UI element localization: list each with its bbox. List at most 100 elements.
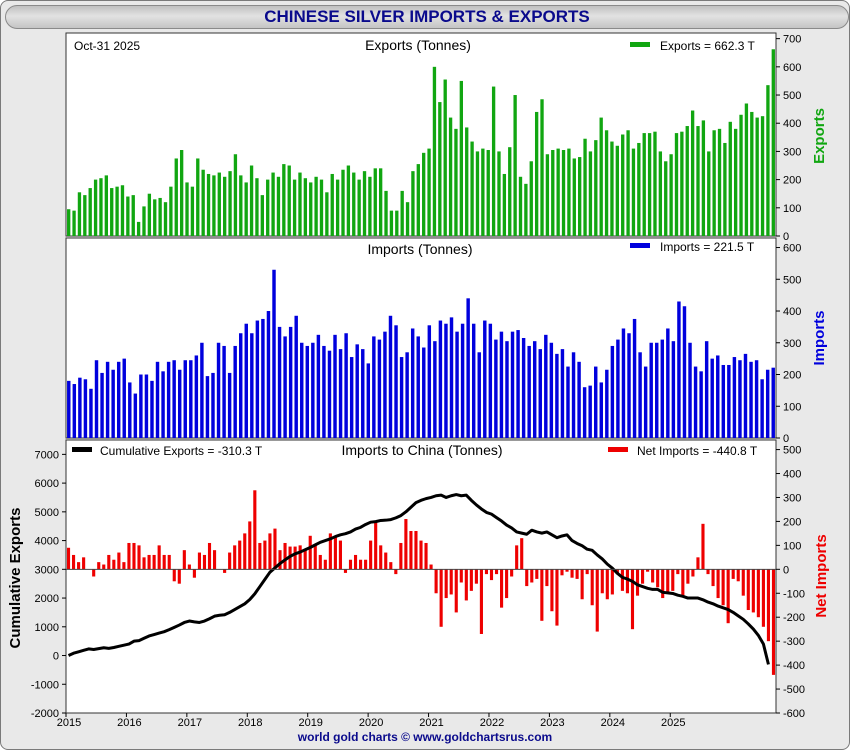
exports-bar (733, 128, 738, 236)
exports-bar (529, 161, 533, 236)
net-imports-bar (751, 569, 755, 613)
net-imports-bar (726, 569, 730, 624)
exports-bar (88, 188, 92, 236)
exports-bar (685, 126, 689, 236)
imports-bar (410, 328, 415, 438)
imports-bar (422, 347, 426, 438)
net-imports-bar (333, 535, 337, 570)
imports-bar (666, 328, 670, 438)
imports-bar (494, 339, 498, 438)
exports-bar (755, 117, 759, 236)
exports-bar (136, 221, 141, 236)
net-imports-bar (595, 569, 599, 632)
exports-bar (567, 148, 571, 236)
exports-bar (669, 154, 673, 236)
net-imports-bar (560, 569, 564, 576)
imports-bar (471, 323, 476, 438)
imports-bar (416, 336, 420, 438)
net-imports-bar (253, 490, 257, 570)
year-label: 2021 (419, 717, 443, 729)
exports-bar (626, 130, 630, 236)
exports-bar (389, 210, 394, 237)
net-imports-bar (474, 569, 478, 584)
net-imports-bar (746, 569, 750, 611)
exports-bar (110, 188, 114, 236)
imports-bar (588, 385, 592, 438)
imports-bar (721, 364, 726, 438)
exports-bar (239, 175, 243, 236)
imports-title: Imports (Tonnes) (367, 241, 472, 257)
net-imports-bar (600, 569, 604, 594)
exports-tick-label: 500 (783, 90, 801, 102)
net-imports-bar (666, 569, 670, 593)
net-imports-bar (736, 569, 740, 582)
exports-bar (147, 193, 152, 236)
net-imports-bar (268, 533, 272, 570)
exports-bar (432, 66, 437, 236)
net-imports-bar (71, 554, 76, 570)
exports-panel (65, 32, 777, 237)
exports-axis-title: Exports (811, 108, 828, 164)
net-imports-bar (409, 531, 413, 570)
cumulative-legend: Cumulative Exports = -310.3 T (100, 444, 263, 458)
imports-tick-label: 100 (783, 401, 801, 413)
net-imports-bar (565, 569, 569, 572)
cumulative-tick-label: 0 (53, 651, 59, 663)
exports-bar (228, 171, 232, 236)
net-imports-bar (530, 569, 534, 583)
net-imports-bar (77, 562, 81, 570)
exports-bar (174, 158, 178, 236)
net-imports-bar (429, 564, 433, 570)
net-imports-bar (555, 569, 559, 626)
year-label: 2017 (178, 717, 202, 729)
net-imports-bar (681, 569, 685, 596)
exports-tick-label: 300 (783, 146, 801, 158)
net-imports-bar (112, 559, 116, 570)
imports-bar (200, 342, 204, 438)
exports-bar (427, 148, 431, 236)
net-imports-bar (676, 569, 680, 575)
exports-bar (470, 141, 474, 236)
net-imports-bar (661, 569, 665, 599)
net-imports-bar (479, 569, 483, 634)
exports-bar (115, 186, 119, 236)
exports-bar (357, 179, 361, 236)
net-tick-label: 200 (783, 516, 801, 528)
net-imports-bar (656, 569, 660, 588)
cumulative-tick-label: 7000 (35, 449, 59, 461)
imports-bar (682, 306, 687, 438)
imports-bar (544, 334, 548, 438)
imports-bar (643, 366, 648, 438)
title-bar: CHINESE SILVER IMPORTS & EXPORTS (5, 5, 849, 29)
imports-bar (172, 360, 176, 438)
imports-bar (516, 330, 520, 438)
imports-bar (438, 320, 443, 438)
axes: 0100200300400500600700010020030040050060… (31, 34, 805, 729)
net-tick-label: 100 (783, 540, 801, 552)
imports-bar (704, 341, 709, 438)
net-tick-label: -500 (783, 684, 805, 696)
net-tick-label: 300 (783, 492, 801, 504)
imports-bar (677, 301, 681, 438)
imports-bar (83, 379, 88, 438)
imports-bar (460, 323, 465, 438)
net-imports-bar (273, 528, 277, 570)
imports-bar (594, 366, 598, 438)
imports-tick-label: 0 (783, 433, 789, 445)
imports-bar (671, 341, 676, 438)
cumulative-tick-label: 3000 (35, 564, 59, 576)
imports-bar (72, 384, 77, 438)
net-tick-label: 400 (783, 469, 801, 481)
exports-bar (314, 176, 318, 236)
exports-legend-swatch (630, 42, 650, 47)
imports-bar (405, 352, 409, 438)
exports-bar (153, 199, 157, 236)
exports-bar (163, 202, 168, 236)
exports-bar (346, 165, 351, 236)
net-imports-bar (348, 559, 353, 570)
exports-bar (443, 79, 447, 237)
exports-bar (335, 179, 340, 236)
exports-bar (93, 179, 98, 236)
exports-bar (83, 195, 87, 236)
